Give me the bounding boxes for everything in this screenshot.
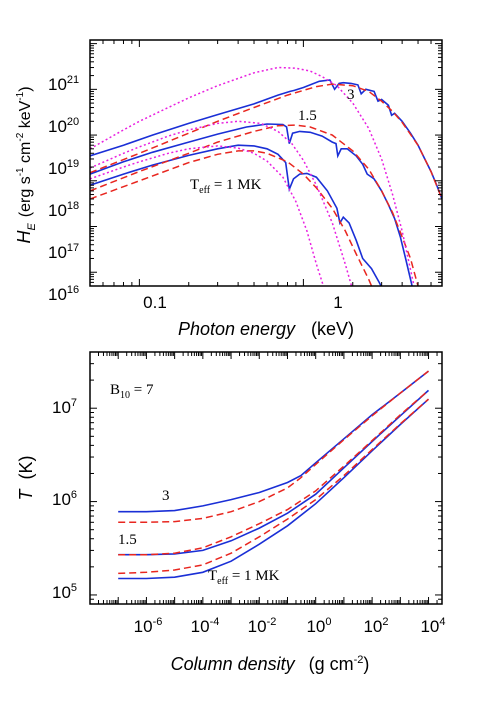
spectrum-series-solid-1 — [90, 144, 382, 286]
spectrum-y-tick-1e19: 1019 — [48, 158, 79, 178]
svg-text:T(K): T(K) — [16, 456, 36, 501]
spectrum-y-tick-1e21: 1021 — [48, 74, 79, 94]
spectrum-y-axis-title: HE(erg s-1 cm-2 keV-1) — [14, 86, 38, 243]
spectrum-series-dotted-3 — [90, 66, 415, 286]
temperature-x-tick-1e2: 102 — [363, 616, 388, 636]
spectrum-x-tick-1: 1 — [333, 293, 342, 312]
temperature-annotation-b10: B10 = 7 — [110, 382, 154, 401]
temperature-y-tick-1e6: 106 — [52, 489, 77, 509]
temperature-plot-frame — [89, 351, 443, 605]
spectrum-x-tick-0.1: 0.1 — [143, 293, 167, 312]
temperature-chart: 105 106 107 10-6 10-4 10-2 100 102 104 C… — [16, 351, 446, 674]
temperature-series-dashed-3 — [118, 370, 429, 524]
spectrum-x-axis-title: Photon energy (keV) — [178, 319, 354, 339]
spectrum-y-tick-1e20: 1020 — [48, 116, 79, 136]
spectrum-series-dashed-1-5 — [90, 124, 419, 286]
temperature-series-solid-1 — [118, 398, 430, 580]
spectrum-y-tick-1e17: 1017 — [48, 242, 79, 262]
temperature-series-dashed-1-5 — [118, 389, 429, 556]
spectrum-series-solid-1-5 — [90, 123, 413, 286]
svg-text:HE(erg s-1 cm-2 keV-1): HE(erg s-1 cm-2 keV-1) — [14, 86, 38, 243]
temperature-y-tick-1e5: 105 — [52, 582, 77, 602]
temperature-y-tick-1e7: 107 — [52, 397, 77, 417]
temperature-x-axis-title: Column density (g cm-2) — [171, 654, 370, 674]
spectrum-y-tick-1e18: 1018 — [48, 200, 79, 220]
temperature-y-axis-title: T(K) — [16, 456, 36, 501]
temperature-x-tick-1e-6: 10-6 — [134, 616, 163, 636]
temperature-x-tick-1e4: 104 — [420, 616, 445, 636]
temperature-series-solid-3 — [118, 370, 429, 513]
spectrum-series-dashed-3 — [90, 83, 442, 200]
temperature-x-tick-1e-2: 10-2 — [248, 616, 277, 636]
spectrum-annotation-3: 3 — [347, 87, 355, 103]
temperature-annotation-teff: Teff = 1 MK — [208, 568, 280, 587]
spectrum-series-dashed-1 — [90, 150, 373, 286]
spectrum-series-dotted-1-5 — [90, 120, 353, 286]
temperature-axis-ticks — [89, 351, 443, 605]
spectrum-axis-ticks — [89, 40, 443, 287]
spectrum-series-lines — [90, 66, 442, 286]
temperature-x-tick-1e0: 100 — [306, 616, 331, 636]
temperature-annotation-3: 3 — [162, 488, 170, 504]
spectrum-annotation-1.5: 1.5 — [298, 108, 317, 124]
temperature-series-solid-1-5 — [118, 389, 430, 556]
temperature-series-dashed-1 — [118, 398, 429, 575]
temperature-x-tick-1e-4: 10-4 — [191, 616, 220, 636]
spectrum-chart: 1016 1017 1018 1019 1020 1021 0.1 1 Phot… — [14, 39, 443, 339]
temperature-annotation-1.5: 1.5 — [118, 532, 137, 548]
spectrum-plot-frame — [89, 39, 443, 287]
spectrum-series-dotted-1 — [90, 145, 325, 286]
spectrum-y-tick-1e16: 1016 — [48, 284, 79, 304]
spectrum-annotation-teff: Teff = 1 MK — [190, 177, 262, 196]
spectrum-y-tick-labels: 1016 1017 1018 1019 1020 1021 — [48, 74, 79, 304]
temperature-series-lines — [118, 370, 430, 580]
